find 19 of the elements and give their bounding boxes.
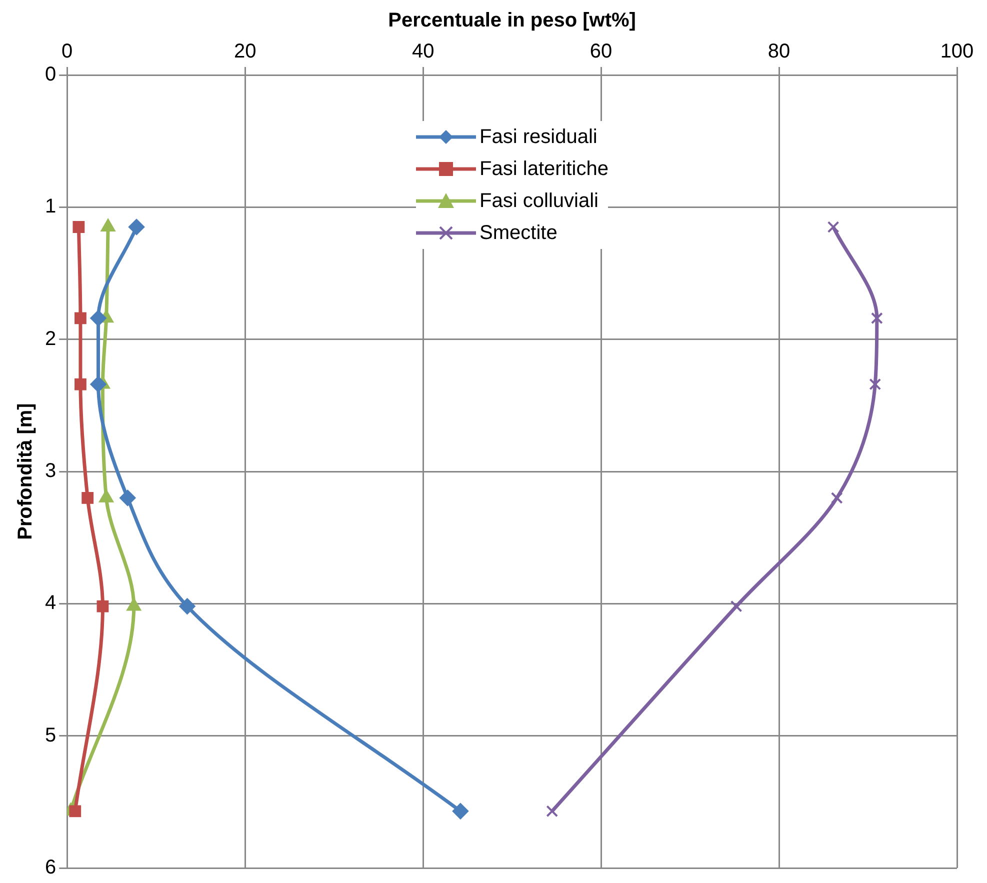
y-axis-title: Profondità [m]	[14, 403, 37, 540]
x-tick-label: 40	[412, 40, 434, 63]
legend-label: Smectite	[480, 222, 558, 245]
legend-label: Fasi lateritiche	[480, 158, 608, 181]
legend-label: Fasi colluviali	[480, 190, 598, 213]
y-tick-label: 4	[45, 592, 56, 614]
x-tick-label: 0	[62, 40, 73, 63]
x-tick-label: 80	[768, 40, 790, 63]
y-tick-label: 0	[45, 64, 56, 86]
x-tick-label: 20	[234, 40, 256, 63]
x-tick-label: 100	[940, 40, 974, 63]
y-tick-label: 5	[45, 724, 56, 746]
y-tick-label: 1	[45, 196, 56, 218]
y-tick-label: 2	[45, 328, 56, 350]
x-axis-title: Percentuale in peso [wt%]	[388, 10, 636, 32]
legend-label: Fasi residuali	[480, 126, 598, 149]
y-tick-label: 3	[45, 460, 56, 482]
y-tick-label: 6	[45, 856, 56, 879]
x-tick-label: 60	[590, 40, 612, 63]
